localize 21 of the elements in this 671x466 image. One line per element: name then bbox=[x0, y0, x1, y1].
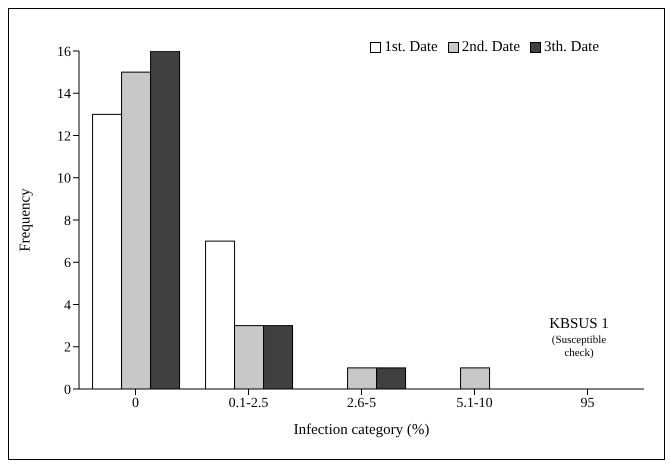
y-tick-label: 10 bbox=[57, 172, 71, 187]
x-axis-title: Infection category (%) bbox=[294, 422, 430, 438]
y-tick-label: 0 bbox=[64, 382, 71, 398]
annotation: KBSUS 1 bbox=[548, 315, 610, 334]
x-tick-label: 95 bbox=[580, 396, 594, 411]
legend-label: 2nd. Date bbox=[462, 39, 520, 56]
x-tick-label: 0 bbox=[132, 396, 139, 411]
legend-label: 3th. Date bbox=[544, 39, 599, 56]
y-tick-label: 6 bbox=[64, 256, 71, 272]
y-tick-label: 4 bbox=[64, 298, 71, 314]
y-tick-label: 8 bbox=[64, 214, 71, 229]
x-tick-label: 0.1-2.5 bbox=[228, 396, 268, 411]
y-axis-title: Frequency bbox=[17, 188, 34, 252]
y-tick-label: 14 bbox=[57, 87, 71, 102]
legend-label: 1st. Date bbox=[384, 39, 438, 56]
y-tick-label: 16 bbox=[57, 44, 71, 60]
y-tick-label: 2 bbox=[64, 340, 71, 356]
x-tick-label: 2.6-5 bbox=[346, 396, 376, 411]
y-tick-label: 12 bbox=[57, 129, 71, 144]
x-tick-label: 5.1-10 bbox=[456, 396, 493, 411]
annotation: (Susceptible check) bbox=[550, 334, 608, 360]
